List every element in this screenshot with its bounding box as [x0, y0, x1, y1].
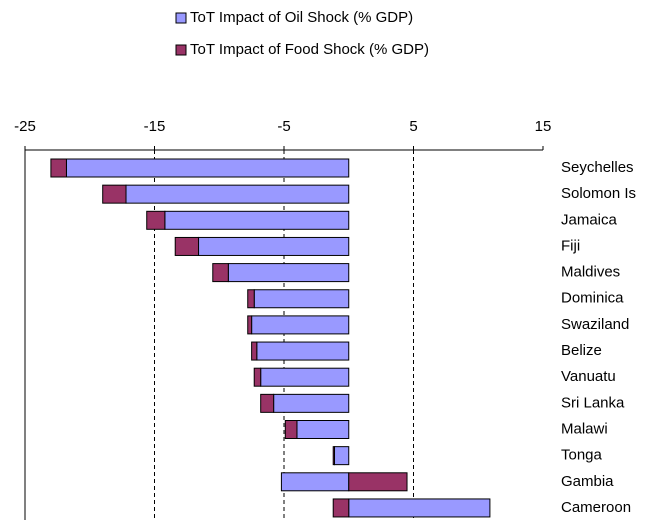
bar [280, 472, 350, 492]
y-tick-label: Cameroon [561, 499, 631, 516]
y-tick-label: Solomon Is [561, 185, 636, 202]
legend-label: ToT Impact of Food Shock (% GDP) [190, 41, 429, 58]
y-tick-label: Gambia [561, 473, 614, 490]
legend-label: ToT Impact of Oil Shock (% GDP) [190, 9, 413, 26]
bar [227, 263, 350, 283]
x-tick-label: -15 [144, 118, 166, 135]
y-tick-label: Maldives [561, 264, 620, 281]
bar [348, 472, 408, 492]
x-tick-label: 15 [535, 118, 552, 135]
bar [251, 315, 350, 335]
bar [348, 498, 491, 518]
bar [334, 446, 350, 466]
y-tick-label: Belize [561, 342, 602, 359]
bar [260, 367, 350, 387]
bar [273, 393, 350, 413]
bar [164, 210, 350, 230]
bar [296, 420, 350, 439]
bar [253, 289, 350, 309]
bar [174, 236, 200, 256]
y-tick-label: Sri Lanka [561, 394, 625, 411]
bar [251, 341, 258, 361]
bar [65, 158, 350, 178]
bar [125, 184, 350, 204]
legend-swatch [175, 44, 187, 56]
bar [247, 289, 255, 309]
bar [332, 498, 350, 518]
bar [247, 315, 253, 335]
y-tick-label: Dominica [561, 290, 624, 307]
bar [50, 158, 67, 178]
y-tick-label: Vanuatu [561, 368, 616, 385]
x-tick-label: 5 [409, 118, 417, 135]
y-tick-label: Swaziland [561, 316, 629, 333]
y-tick-label: Seychelles [561, 159, 634, 176]
y-tick-label: Fiji [561, 237, 580, 254]
y-tick-label: Tonga [561, 447, 603, 464]
y-tick-label: Malawi [561, 420, 608, 437]
y-tick-label: Jamaica [561, 211, 618, 228]
bar [284, 420, 298, 439]
legend-swatch [175, 12, 187, 24]
x-tick-label: -25 [14, 118, 36, 135]
bar [256, 341, 350, 361]
bar [212, 263, 229, 283]
bar [102, 184, 127, 204]
x-tick-label: -5 [277, 118, 290, 135]
bar [146, 210, 166, 230]
bar [198, 236, 350, 256]
bar [260, 393, 275, 413]
bar [332, 446, 336, 466]
bar [253, 367, 262, 387]
